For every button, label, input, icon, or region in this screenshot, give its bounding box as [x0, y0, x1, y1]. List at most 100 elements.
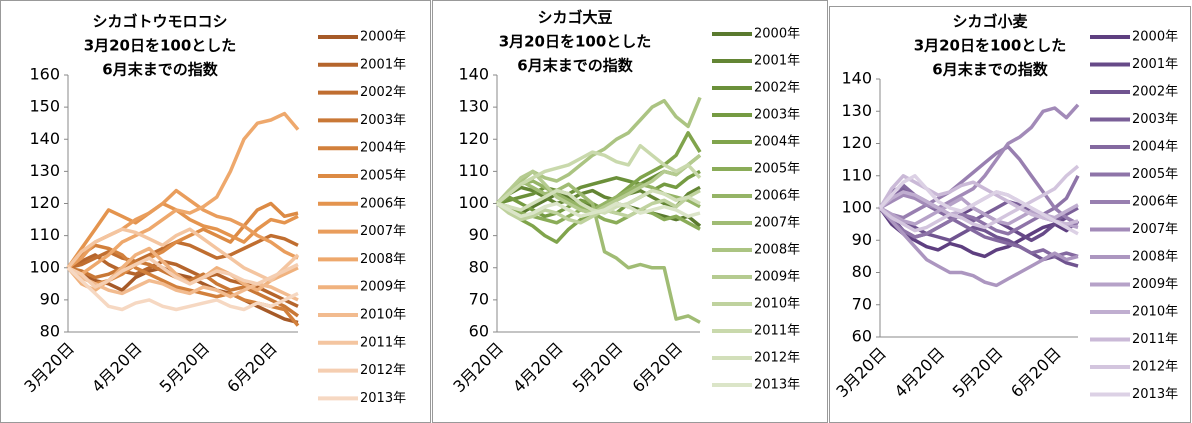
series-line — [878, 206, 1079, 288]
y-tick-label: 160 — [29, 65, 60, 84]
series-line — [67, 256, 299, 289]
chart-title: 3月20日を100とした — [499, 33, 652, 51]
y-tick-label: 130 — [458, 97, 489, 116]
x-tick-label: 5月20日 — [569, 339, 627, 397]
legend-label: 2006年 — [754, 189, 800, 204]
y-tick-label: 90 — [852, 230, 872, 249]
legend-label: 2003年 — [754, 108, 800, 123]
series-line — [66, 227, 300, 283]
y-tick-label: 90 — [40, 289, 60, 308]
series-line — [495, 179, 701, 324]
y-tick-label: 130 — [29, 161, 60, 180]
series-line — [878, 206, 1080, 259]
x-tick-label: 4月20日 — [509, 339, 567, 397]
legend-label: 2010年 — [754, 297, 800, 312]
series-line — [878, 174, 1079, 226]
legend-label: 2009年 — [1132, 277, 1178, 292]
x-tick-label: 6月20日 — [628, 339, 686, 397]
y-tick-label: 140 — [458, 65, 489, 84]
chart-title: シカゴ大豆 — [537, 9, 612, 27]
chart-title: 6月末までの指数 — [932, 61, 1048, 79]
y-tick-label: 100 — [841, 198, 872, 217]
x-tick-label: 3月20日 — [832, 344, 890, 402]
y-tick-label: 90 — [469, 225, 489, 244]
y-tick-label: 120 — [458, 129, 489, 148]
legend-label: 2005年 — [1132, 167, 1178, 182]
x-tick-label: 6月20日 — [1007, 344, 1065, 402]
series-line — [496, 201, 701, 219]
legend-label: 2003年 — [1132, 112, 1178, 127]
x-tick-label: 3月20日 — [20, 339, 78, 397]
y-tick-label: 110 — [29, 225, 60, 244]
legend-label: 2000年 — [1132, 30, 1178, 45]
x-tick-label: 4月20日 — [891, 344, 949, 402]
chart-title: 3月20日を100とした — [914, 37, 1067, 55]
y-tick-label: 70 — [852, 294, 872, 313]
x-tick-label: 5月20日 — [949, 344, 1007, 402]
y-tick-label: 60 — [469, 322, 489, 341]
series-line — [878, 174, 1079, 236]
legend-label: 2007年 — [754, 216, 800, 231]
legend-label: 2002年 — [1132, 85, 1178, 100]
legend-label: 2008年 — [754, 243, 800, 258]
series-line — [495, 185, 701, 209]
y-tick-label: 120 — [29, 193, 60, 212]
y-tick-label: 130 — [841, 101, 872, 120]
legend-label: 2010年 — [360, 308, 406, 323]
y-tick-label: 140 — [29, 129, 60, 148]
x-tick-label: 6月20日 — [223, 339, 281, 397]
series-line — [66, 266, 299, 312]
y-tick-label: 150 — [29, 97, 60, 116]
legend-label: 2010年 — [1132, 305, 1178, 320]
series-line — [879, 103, 1080, 210]
y-tick-label: 100 — [458, 193, 489, 212]
legend-label: 2002年 — [360, 85, 406, 100]
legend-label: 2009年 — [360, 280, 406, 295]
legend-label: 2001年 — [360, 57, 406, 72]
series-line — [495, 143, 702, 205]
legend-label: 2005年 — [754, 162, 800, 177]
y-tick-label: 60 — [852, 327, 872, 346]
y-tick-label: 80 — [40, 322, 60, 341]
legend-label: 2012年 — [754, 351, 800, 366]
y-tick-label: 140 — [841, 69, 872, 88]
legend-label: 2009年 — [754, 270, 800, 285]
legend-label: 2013年 — [360, 391, 406, 406]
y-tick-label: 110 — [841, 165, 872, 184]
chart-title: 6月末までの指数 — [102, 61, 218, 79]
legend-label: 2004年 — [360, 141, 406, 156]
series-line — [66, 201, 299, 269]
legend-label: 2013年 — [1132, 387, 1178, 402]
legend-label: 2001年 — [754, 54, 800, 69]
legend-label: 2000年 — [754, 27, 800, 42]
chart-title: シカゴトウモロコシ — [92, 13, 227, 31]
legend-label: 2007年 — [360, 224, 406, 239]
y-tick-label: 80 — [852, 262, 872, 281]
legend-label: 2013年 — [754, 378, 800, 393]
legend-label: 2002年 — [754, 81, 800, 96]
legend-label: 2004年 — [1132, 140, 1178, 155]
series-line — [878, 164, 1080, 233]
x-tick-label: 4月20日 — [88, 339, 146, 397]
legend-label: 2000年 — [360, 30, 406, 45]
legend-label: 2007年 — [1132, 222, 1178, 237]
legend-label: 2008年 — [360, 252, 406, 267]
chart-title: 6月末までの指数 — [517, 57, 633, 75]
legend-label: 2008年 — [1132, 250, 1178, 265]
chart-title: シカゴ小麦 — [952, 13, 1028, 31]
legend-label: 2011年 — [360, 335, 406, 350]
legend-label: 2006年 — [360, 196, 406, 211]
legend-label: 2003年 — [360, 113, 406, 128]
legend-label: 2012年 — [1132, 360, 1178, 375]
legend-label: 2012年 — [360, 363, 406, 378]
legend-label: 2001年 — [1132, 57, 1178, 72]
series-line — [67, 111, 300, 276]
x-tick-label: 5月20日 — [156, 339, 214, 397]
legend-label: 2006年 — [1132, 195, 1178, 210]
series-line — [67, 233, 299, 270]
y-tick-label: 80 — [469, 257, 489, 276]
legend-label: 2011年 — [1132, 332, 1178, 347]
y-tick-label: 70 — [469, 289, 489, 308]
y-tick-label: 110 — [458, 161, 489, 180]
